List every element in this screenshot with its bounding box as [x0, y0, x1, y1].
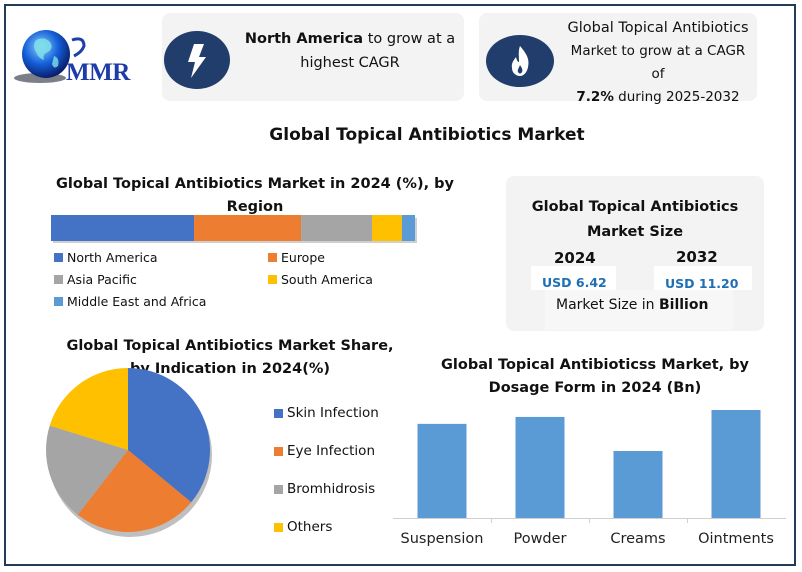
dosage-bar-suspension: [417, 423, 467, 518]
highlight-cagr-line3: during 2025-2032: [613, 89, 740, 105]
region-chart-title: Global Topical Antibiotics Market in 202…: [40, 173, 470, 219]
dosage-bar-ointments: [711, 410, 761, 518]
pie-legend-item: Skin Infection: [274, 405, 379, 421]
region-segment-north-america: [51, 215, 195, 241]
mmr-logo: MMR: [14, 26, 144, 88]
market-size-title: Global Topical Antibiotics Market Size: [506, 195, 764, 245]
legend-label: South America: [281, 272, 373, 287]
pie-chart-title: Global Topical Antibiotics Market Share,…: [60, 335, 400, 381]
logo-text: MMR: [66, 59, 130, 86]
region-segment-asia-pacific: [301, 215, 373, 241]
unit-box: [545, 290, 733, 330]
region-stacked-bar: [51, 215, 417, 243]
indication-pie-chart: [46, 368, 212, 537]
highlight-region-line2: highest CAGR: [300, 55, 400, 71]
x-tick-label: Ointments: [698, 531, 774, 547]
icon-circle: [486, 35, 554, 87]
region-legend-item: South America: [268, 272, 373, 287]
legend-swatch: [274, 446, 283, 456]
legend-swatch: [274, 484, 283, 494]
dosage-bar-powder: [515, 416, 565, 518]
legend-swatch: [268, 253, 277, 262]
unit-label: Market Size in Billion: [556, 297, 708, 313]
pie-legend-item: Others: [274, 519, 332, 535]
year-2032: 2032: [676, 248, 718, 266]
legend-label: North America: [67, 250, 158, 265]
pie-legend-item: Eye Infection: [274, 443, 375, 459]
legend-label: Others: [287, 519, 333, 535]
highlight-cagr-line1: Global Topical Antibiotics: [567, 20, 749, 36]
market-size-title-line1: Global Topical Antibiotics: [531, 199, 739, 215]
region-segment-south-america: [372, 215, 402, 241]
pie-slice-skin-infection: [128, 368, 210, 503]
market-size-title-line2: Market Size: [586, 224, 684, 240]
highlight-cagr-bold: 7.2%: [576, 89, 614, 105]
region-legend-item: North America: [54, 250, 158, 265]
highlight-region-text: to grow at a: [363, 31, 456, 47]
unit-bold: Billion: [658, 297, 709, 313]
highlight-text-cagr: Global Topical Antibiotics Market to gro…: [565, 17, 751, 109]
legend-label: Asia Pacific: [67, 272, 137, 287]
highlight-text-region: North America to grow at a highest CAGR: [240, 27, 460, 75]
legend-label: Bromhidrosis: [287, 481, 376, 497]
page-frame: [4, 4, 796, 566]
pie-chart-title-line1: Global Topical Antibiotics Market Share,: [66, 338, 394, 354]
pie-legend-item: Bromhidrosis: [274, 481, 375, 497]
region-chart-title-line1: Global Topical Antibiotics Market in 202…: [56, 176, 454, 192]
pie-slice-eye-infection: [77, 450, 192, 532]
region-chart-title-line2: Region: [226, 199, 284, 215]
legend-swatch: [274, 408, 283, 418]
flame-icon: [511, 46, 529, 76]
dosage-chart-title-line1: Global Topical Antibioticss Market, by: [440, 357, 750, 373]
year-2024: 2024: [554, 249, 596, 267]
legend-swatch: [54, 253, 63, 262]
globe-icon: [14, 30, 86, 83]
legend-swatch: [268, 275, 277, 284]
legend-label: Skin Infection: [287, 405, 379, 421]
pie-slice-others: [49, 368, 128, 450]
x-tick-label: Creams: [610, 531, 666, 547]
highlight-card-cagr: Global Topical Antibiotics Market to gro…: [479, 13, 757, 105]
highlight-region-bold: North America: [244, 31, 364, 47]
highlight-cagr-line2: Market to grow at a CAGR of: [570, 43, 746, 82]
pie-slice-bromhidrosis: [46, 425, 128, 515]
region-legend-item: Middle East and Africa: [54, 294, 206, 309]
value-box-2032: [654, 266, 752, 290]
unit-prefix: Market Size in: [556, 297, 659, 313]
value-2024: USD 6.42: [542, 275, 607, 290]
page-title: Global Topical Antibiotics Market: [269, 125, 585, 145]
region-legend-item: Europe: [268, 250, 325, 265]
x-tick-label: Suspension: [400, 531, 484, 547]
dosage-chart-title-line2: Dosage Form in 2024 (Bn): [488, 380, 702, 396]
pie-chart-title-line2: by Indication in 2024(%): [129, 361, 331, 377]
legend-swatch: [274, 522, 283, 532]
legend-label: Eye Infection: [287, 443, 375, 459]
value-2032: USD 11.20: [665, 276, 739, 291]
dosage-bar-creams: [613, 451, 663, 518]
legend-label: Europe: [281, 250, 325, 265]
region-legend-item: Asia Pacific: [54, 272, 137, 287]
lightning-icon: [188, 44, 206, 78]
region-segment-middle-east-and-africa: [401, 215, 415, 241]
legend-swatch: [54, 297, 63, 306]
legend-swatch: [54, 275, 63, 284]
dosage-bar-chart: [393, 410, 786, 523]
market-size-card: Global Topical Antibiotics Market Size 2…: [506, 176, 764, 331]
value-box-2024: [531, 266, 616, 290]
region-segment-europe: [194, 215, 302, 241]
icon-circle: [164, 31, 230, 89]
legend-label: Middle East and Africa: [67, 294, 207, 309]
dosage-chart-title: Global Topical Antibioticss Market, by D…: [420, 354, 770, 400]
highlight-card-region: North America to grow at a highest CAGR: [162, 13, 464, 101]
x-tick-label: Powder: [513, 531, 567, 547]
